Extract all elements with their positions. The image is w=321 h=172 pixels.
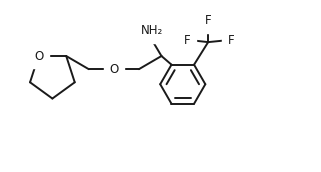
Text: O: O: [34, 50, 43, 62]
Text: F: F: [228, 34, 234, 47]
Text: F: F: [184, 34, 190, 47]
Text: NH₂: NH₂: [141, 24, 163, 37]
Text: F: F: [205, 14, 212, 27]
Text: O: O: [109, 63, 118, 76]
